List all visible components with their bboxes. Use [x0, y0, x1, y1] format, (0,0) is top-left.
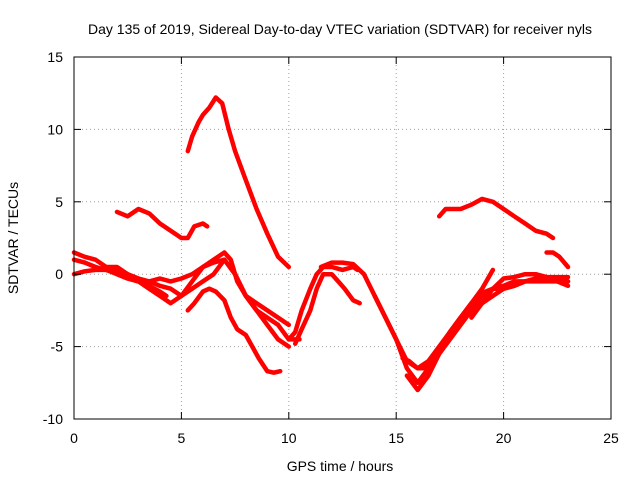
x-tick-label: 0 [70, 430, 78, 446]
y-axis-label: SDTVAR / TECUs [5, 182, 21, 294]
series-track-5 [71, 257, 302, 342]
x-axis-label: GPS time / hours [287, 458, 394, 474]
series-track-16 [544, 250, 571, 270]
series-track-8 [286, 264, 360, 342]
x-tick-label: 15 [388, 430, 404, 446]
plot-frame [73, 56, 612, 420]
tick-layer: 0 5 10 15 20 25 -10 -5 0 5 10 15 [43, 49, 619, 446]
grid-layer [74, 57, 611, 419]
series-track-15 [436, 196, 556, 241]
y-tick-label: 10 [47, 121, 63, 137]
series-track-1 [185, 95, 292, 270]
series-track-7 [185, 286, 283, 375]
x-tick-label: 20 [496, 430, 512, 446]
series-track-11 [372, 279, 571, 386]
chart-title: Day 135 of 2019, Sidereal Day-to-day VTE… [88, 21, 592, 37]
y-tick-label: -10 [43, 411, 63, 427]
series-track-12 [400, 276, 571, 371]
series-track-2 [114, 206, 210, 241]
y-tick-label: 15 [47, 49, 63, 65]
series-track-6 [103, 264, 169, 299]
x-tick-label: 10 [281, 430, 297, 446]
y-tick-label: 0 [55, 266, 63, 282]
y-tick-label: 5 [55, 194, 63, 210]
x-tick-label: 25 [603, 430, 619, 446]
series-track-9 [292, 271, 362, 346]
x-tick-label: 5 [178, 430, 186, 446]
y-tick-label: -5 [51, 339, 64, 355]
series-track-14 [469, 271, 571, 320]
series-layer [71, 95, 571, 393]
